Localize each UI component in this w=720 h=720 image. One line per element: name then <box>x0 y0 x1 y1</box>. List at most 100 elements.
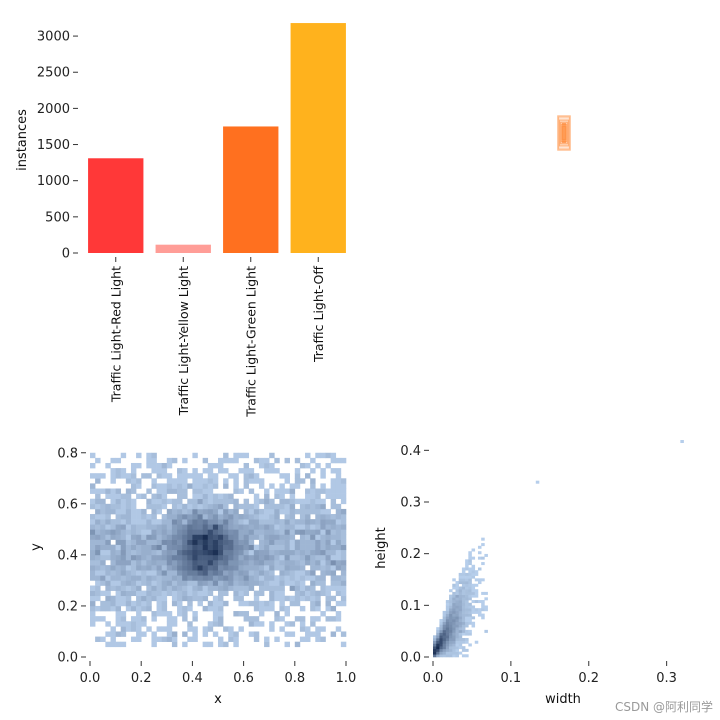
xy-heatmap-cell <box>233 514 239 520</box>
xy-heatmap-cell <box>228 570 234 576</box>
bar-ytick-label: 3000 <box>37 30 70 45</box>
xy-heatmap-cell <box>243 580 250 586</box>
xy-heatmap-cell <box>320 544 326 551</box>
xy-heatmap-cell <box>125 626 132 632</box>
xy-heatmap-cell <box>177 493 183 500</box>
xy-heatmap-cell <box>294 616 301 622</box>
xy-heatmap-cell <box>182 585 188 591</box>
xy-heatmap-cell <box>340 600 347 607</box>
xy-heatmap-cell <box>136 549 142 556</box>
xy-heatmap-cell <box>330 554 337 561</box>
xy-heatmap-cell <box>202 529 209 535</box>
xy-heatmap-cell <box>233 559 239 566</box>
xy-heatmap-cell <box>146 473 152 479</box>
bar <box>88 158 144 253</box>
xy-heatmap-cell <box>110 565 116 571</box>
xy-heatmap-cell <box>335 473 342 479</box>
wh-heatmap-cell <box>461 583 466 587</box>
xy-heatmap-cell <box>182 549 188 556</box>
xy-heatmap-cell <box>136 559 142 566</box>
xy-heatmap-cell <box>146 605 152 612</box>
xy-heatmap-cell <box>253 473 260 479</box>
wh-heatmap-cell <box>468 575 472 579</box>
xy-heatmap-cell <box>192 631 198 637</box>
xy-heatmap-cell <box>218 595 224 602</box>
wh-heatmap-cell <box>436 648 440 652</box>
bar-ytick-label: 2500 <box>37 66 70 81</box>
xy-heatmap-cell <box>299 544 306 551</box>
xy-heatmap-cell <box>197 590 203 597</box>
xy-heatmap-cell <box>320 559 326 566</box>
xy-heatmap-cell <box>120 503 127 510</box>
xy-heatmap-cell <box>299 549 306 556</box>
xy-heatmap-cell <box>238 544 244 551</box>
wh-heatmap-cell <box>461 638 466 642</box>
xy-heatmap-cell <box>310 600 316 607</box>
wh-heatmap-cell <box>439 635 443 639</box>
xy-heatmap-cell <box>182 503 188 510</box>
wh-ytick-label: 0.4 <box>400 444 421 459</box>
xy-heatmap-cell <box>218 468 224 474</box>
xy-heatmap-cell <box>253 478 260 484</box>
wh-heatmap-cell <box>442 629 447 633</box>
xy-heatmap-cell <box>182 616 188 622</box>
xy-heatmap-cell <box>305 539 311 545</box>
wh-heatmap-cell <box>433 638 437 642</box>
wh-heatmap-cell <box>449 613 453 617</box>
xy-heatmap-cell <box>146 559 152 566</box>
xy-heatmap-cell <box>202 559 209 566</box>
xy-heatmap-cell <box>95 493 101 500</box>
xy-heatmap-cell <box>187 524 193 530</box>
wh-heatmap-cell <box>474 640 479 644</box>
xy-heatmap-cell <box>105 565 111 571</box>
xy-heatmap-cell <box>223 539 229 545</box>
xy-heatmap-cell <box>105 641 111 648</box>
xy-heatmap-cell <box>192 595 198 602</box>
xy-heatmap-cell <box>233 478 239 484</box>
xy-heatmap-cell <box>177 605 183 612</box>
wh-heatmap-cell <box>468 643 472 647</box>
wh-heatmap-cell <box>452 646 456 650</box>
xy-heatmap-cell <box>218 641 224 648</box>
xy-heatmap-cell <box>90 605 96 612</box>
xy-heatmap-cell <box>340 641 347 648</box>
xy-heatmap-cell <box>177 559 183 566</box>
xy-heatmap-cell <box>151 544 157 551</box>
wh-heatmap-cell <box>452 632 456 636</box>
xy-heatmap-cell <box>120 590 127 597</box>
xy-heatmap-cell <box>330 570 337 576</box>
xy-heatmap-cell <box>115 616 122 622</box>
xy-heatmap-cell <box>161 524 168 530</box>
xy-heatmap-cell <box>110 631 116 637</box>
wh-heatmap-cell <box>455 627 459 631</box>
xy-heatmap-cell <box>325 585 331 591</box>
xy-heatmap-cell <box>202 605 209 612</box>
xy-heatmap-cell <box>284 498 290 505</box>
xy-heatmap-cell <box>187 549 193 556</box>
xy-heatmap-cell <box>207 524 214 530</box>
xy-heatmap-cell <box>105 493 111 500</box>
wh-heatmap-cell <box>471 589 476 593</box>
xy-heatmap-cell <box>166 498 173 505</box>
xy-heatmap-cell <box>100 605 106 612</box>
xy-heatmap-cell <box>320 468 326 474</box>
xy-heatmap-cell <box>171 631 178 637</box>
wh-heatmap-cell <box>445 632 450 636</box>
xy-heatmap-cell <box>187 519 193 525</box>
xy-heatmap-cell <box>105 508 111 515</box>
xy-heatmap-cell <box>289 585 296 591</box>
xy-heatmap-cell <box>228 514 234 520</box>
xy-heatmap-cell <box>320 488 326 494</box>
xy-heatmap-cell <box>146 575 152 581</box>
xy-ylabel: y <box>29 543 44 551</box>
xy-heatmap-cell <box>299 605 306 612</box>
xy-heatmap-cell <box>110 457 116 464</box>
wh-heatmap-cell <box>439 640 443 644</box>
xy-heatmap-cell <box>305 473 311 479</box>
xy-heatmap-cell <box>130 605 137 612</box>
xy-heatmap-cell <box>177 488 183 494</box>
xy-heatmap-cell <box>146 595 152 602</box>
xy-heatmap-cell <box>151 636 157 642</box>
xy-heatmap-cell <box>130 468 137 474</box>
xy-heatmap-cell <box>207 478 214 484</box>
